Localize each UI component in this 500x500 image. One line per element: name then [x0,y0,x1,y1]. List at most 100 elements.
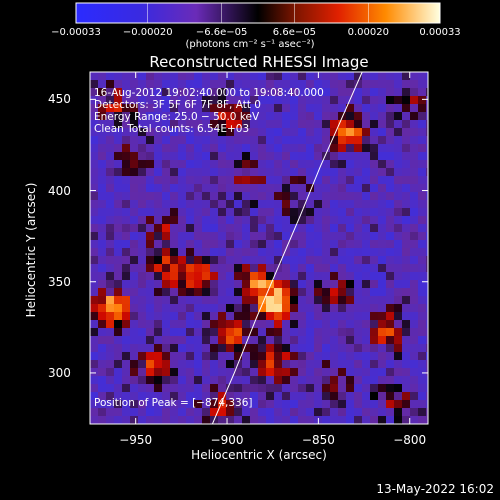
heatmap-cell [330,328,339,337]
heatmap-cell [426,368,428,377]
heatmap-cell [370,248,379,257]
heatmap-cell [402,128,411,137]
heatmap-cell [282,96,291,105]
heatmap-cell [250,392,259,401]
heatmap-cell [242,416,251,424]
heatmap-cell [186,176,195,185]
heatmap-cell [106,168,115,177]
heatmap-cell [338,256,347,265]
heatmap-cell [98,328,107,337]
heatmap-cell [306,256,315,265]
heatmap-cell [258,88,267,97]
heatmap-cell [426,184,428,193]
heatmap-cell [210,368,219,377]
heatmap-cell [426,208,428,217]
heatmap-cell [378,120,387,129]
heatmap-cell [330,72,339,81]
heatmap-cell [362,336,371,345]
heatmap-cell [234,80,243,89]
heatmap-cell [202,88,211,97]
heatmap-cell [234,88,243,97]
heatmap-cell [362,120,371,129]
heatmap-cell [306,192,315,201]
heatmap-cell [418,184,427,193]
heatmap-cell [282,144,291,153]
heatmap-cell [186,360,195,369]
heatmap-cell [330,200,339,209]
heatmap-cell [386,280,395,289]
heatmap-cell [346,120,355,129]
heatmap-cell [154,112,163,121]
heatmap-cell [186,312,195,321]
heatmap-cell [234,208,243,217]
heatmap-cell [242,336,251,345]
heatmap-cell [338,80,347,89]
heatmap-cell [138,312,147,321]
heatmap-cell [106,328,115,337]
heatmap-cell [122,88,131,97]
heatmap-cell [114,408,123,417]
heatmap-cell [346,264,355,273]
heatmap-cell [122,104,131,113]
heatmap-cell [322,208,331,217]
heatmap-cell [178,96,187,105]
heatmap-cell [426,264,428,273]
heatmap-cell [362,320,371,329]
heatmap-cell [202,104,211,113]
heatmap-cell [178,336,187,345]
heatmap-cell [370,296,379,305]
heatmap-cell [226,312,235,321]
heatmap-cell [426,352,428,361]
heatmap-cell [410,256,419,265]
heatmap-cell [242,160,251,169]
heatmap-cell [266,120,275,129]
heatmap-cell [122,168,131,177]
heatmap-cell [202,128,211,137]
heatmap-cell [258,136,267,145]
heatmap-cell [170,384,179,393]
heatmap-cell [210,256,219,265]
heatmap-cell [330,392,339,401]
heatmap-cell [354,144,363,153]
heatmap-cell [154,400,163,409]
heatmap-cell [186,384,195,393]
heatmap-cell [250,112,259,121]
heatmap-cell [426,224,428,233]
heatmap-cell [178,280,187,289]
heatmap-cell [154,192,163,201]
heatmap-cell [162,280,171,289]
heatmap-cell [378,288,387,297]
heatmap-cell [162,232,171,241]
heatmap-cell [418,272,427,281]
heatmap-cell [290,232,299,241]
heatmap-cell [146,144,155,153]
heatmap-cell [218,320,227,329]
heatmap-cell [290,272,299,281]
heatmap-cell [282,80,291,89]
heatmap-cell [250,256,259,265]
colorbar [75,2,441,24]
heatmap-cell [178,312,187,321]
heatmap-cell [410,296,419,305]
heatmap-cell [98,184,107,193]
heatmap-cell [282,176,291,185]
heatmap-cell [130,400,139,409]
heatmap-cell [418,200,427,209]
heatmap-cell [202,384,211,393]
heatmap-cell [290,328,299,337]
heatmap-cell [242,352,251,361]
heatmap-cell [338,272,347,281]
heatmap-cell [138,184,147,193]
heatmap-cell [410,320,419,329]
heatmap-cell [162,360,171,369]
heatmap-cell [426,416,428,424]
heatmap-cell [162,80,171,89]
heatmap-cell [298,136,307,145]
heatmap-cell [418,280,427,289]
heatmap-cell [314,80,323,89]
heatmap-cell [194,328,203,337]
heatmap-cell [418,264,427,273]
heatmap-cell [210,120,219,129]
heatmap-cell [130,80,139,89]
heatmap-cell [370,408,379,417]
